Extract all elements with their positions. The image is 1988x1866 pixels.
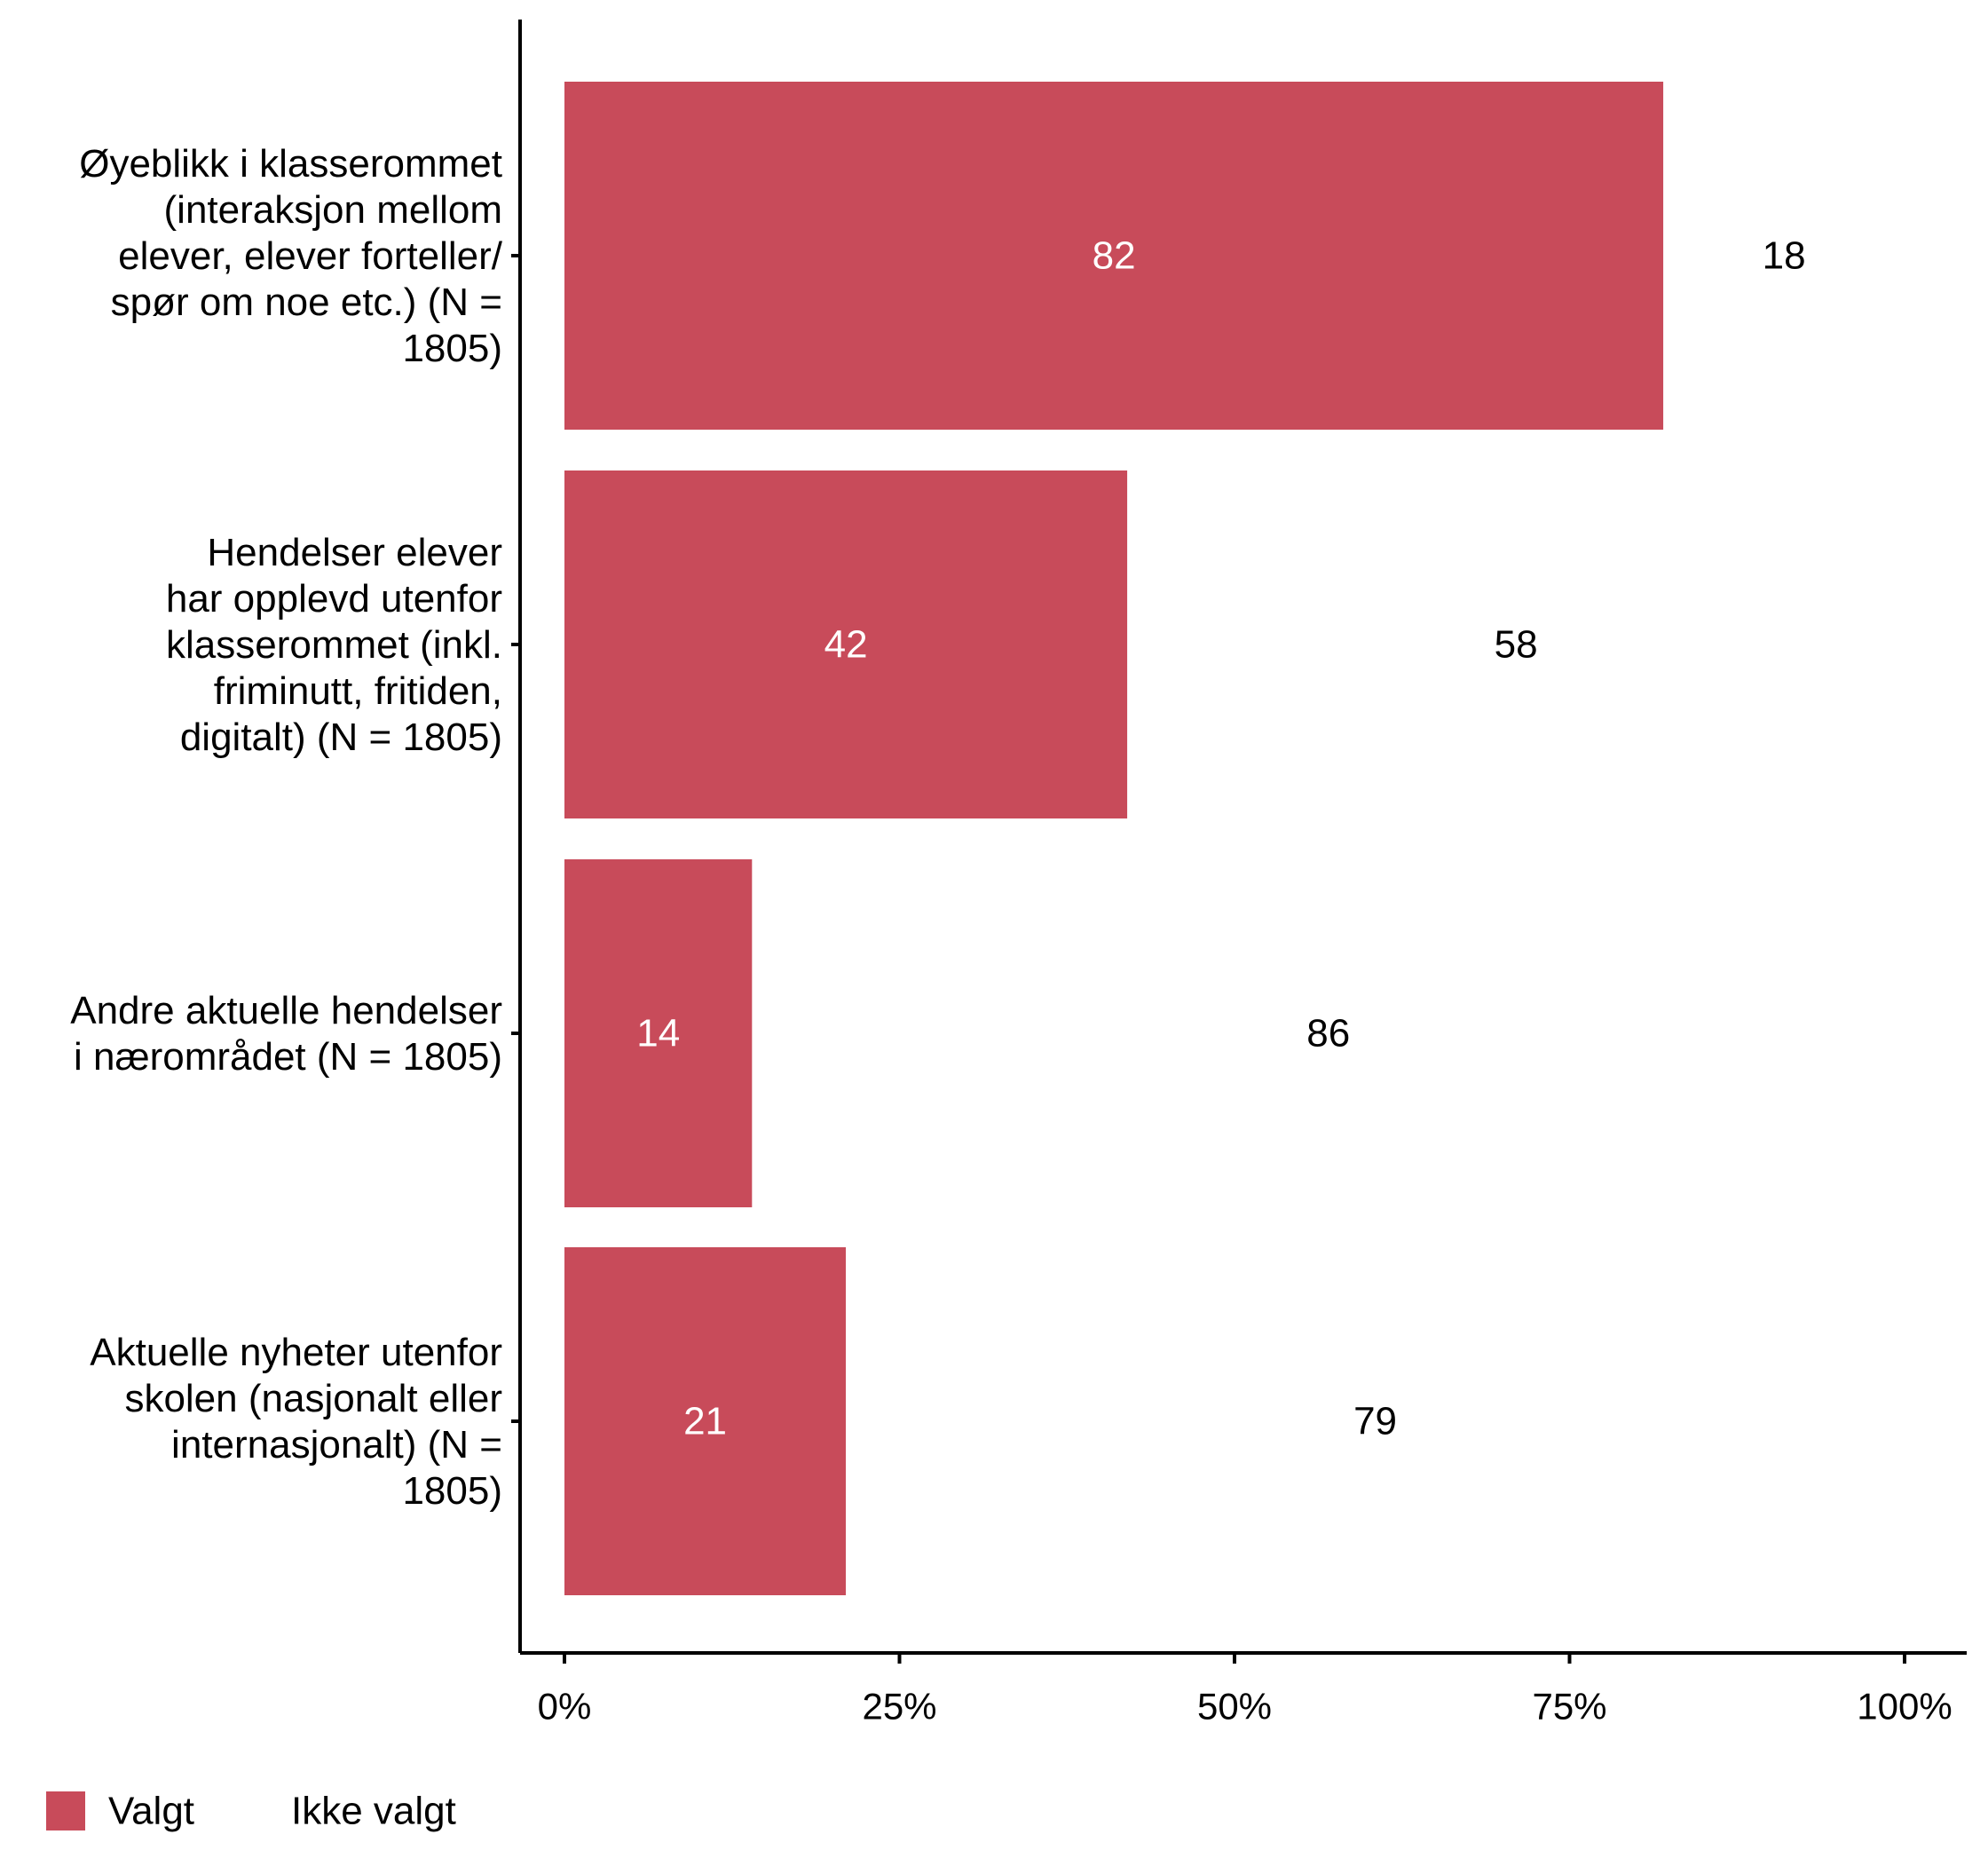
data-label-valgt-4: 21 xyxy=(683,1400,727,1443)
category-label-line: (interaksjon mellom xyxy=(164,188,502,232)
bar-ikke-valgt-4 xyxy=(846,1247,1905,1595)
data-label-valgt-2: 42 xyxy=(824,623,868,667)
data-label-ikke-valgt-2: 58 xyxy=(1495,623,1538,667)
category-label-line: Andre aktuelle hendelser xyxy=(70,989,502,1032)
x-tick-label-75: 75% xyxy=(1532,1686,1606,1728)
category-label-3: Andre aktuelle hendelser i nærområdet (N … xyxy=(70,989,502,1079)
legend: Valgt Ikke valgt xyxy=(46,1790,456,1833)
bar-valgt-1 xyxy=(564,82,1664,430)
x-tick-label-25: 25% xyxy=(862,1686,936,1728)
data-label-ikke-valgt-1: 18 xyxy=(1763,234,1806,278)
legend-label-valgt: Valgt xyxy=(108,1790,194,1833)
category-label-2: Hendelser elever har opplevd utenfor klass… xyxy=(166,531,502,759)
bar-ikke-valgt-2 xyxy=(1127,470,1905,818)
bar-ikke-valgt-1 xyxy=(1663,82,1905,430)
category-label-line: elever, elever forteller/ xyxy=(118,234,503,278)
axis-ticks: 0% 25% 50% 75% 100% xyxy=(511,254,1952,1728)
category-label-line: klasserommet (inkl. xyxy=(166,623,502,667)
category-label-line: har opplevd utenfor xyxy=(166,577,502,621)
category-label-line: friminutt, fritiden, xyxy=(214,669,502,713)
data-label-ikke-valgt-4: 79 xyxy=(1353,1400,1397,1443)
legend-swatch-ikke-valgt xyxy=(229,1791,268,1830)
category-label-line: i nærområdet (N = 1805) xyxy=(74,1035,502,1079)
legend-label-ikke-valgt: Ikke valgt xyxy=(291,1790,456,1833)
category-label-line: Aktuelle nyheter utenfor xyxy=(90,1331,502,1374)
bar-valgt-2 xyxy=(564,470,1128,818)
x-tick-label-100: 100% xyxy=(1857,1686,1952,1728)
category-label-1: Øyeblikk i klasserommet (interaksjon mell… xyxy=(79,142,503,370)
bar-valgt-4 xyxy=(564,1247,847,1595)
category-label-4: Aktuelle nyheter utenfor skolen (nasjonal… xyxy=(90,1331,502,1513)
category-label-line: internasjonalt) (N = xyxy=(171,1423,502,1467)
data-label-ikke-valgt-3: 86 xyxy=(1306,1012,1350,1056)
category-label-line: 1805) xyxy=(402,327,502,370)
bars-layer: 82 18 42 58 14 86 21 79 xyxy=(564,82,1905,1595)
category-label-line: digitalt) (N = 1805) xyxy=(180,716,502,759)
category-label-line: skolen (nasjonalt eller xyxy=(124,1377,502,1420)
category-label-line: 1805) xyxy=(402,1469,502,1513)
bar-ikke-valgt-3 xyxy=(752,859,1905,1207)
category-label-line: spør om noe etc.) (N = xyxy=(111,281,502,324)
x-tick-label-0: 0% xyxy=(538,1686,592,1728)
bar-valgt-3 xyxy=(564,859,753,1207)
data-label-valgt-1: 82 xyxy=(1093,234,1136,278)
data-label-valgt-3: 14 xyxy=(636,1012,680,1056)
category-labels: Øyeblikk i klasserommet (interaksjon mell… xyxy=(70,142,503,1513)
category-label-line: Øyeblikk i klasserommet xyxy=(79,142,502,186)
category-label-line: Hendelser elever xyxy=(207,531,502,574)
x-tick-label-50: 50% xyxy=(1197,1686,1272,1728)
legend-swatch-valgt xyxy=(46,1791,85,1830)
